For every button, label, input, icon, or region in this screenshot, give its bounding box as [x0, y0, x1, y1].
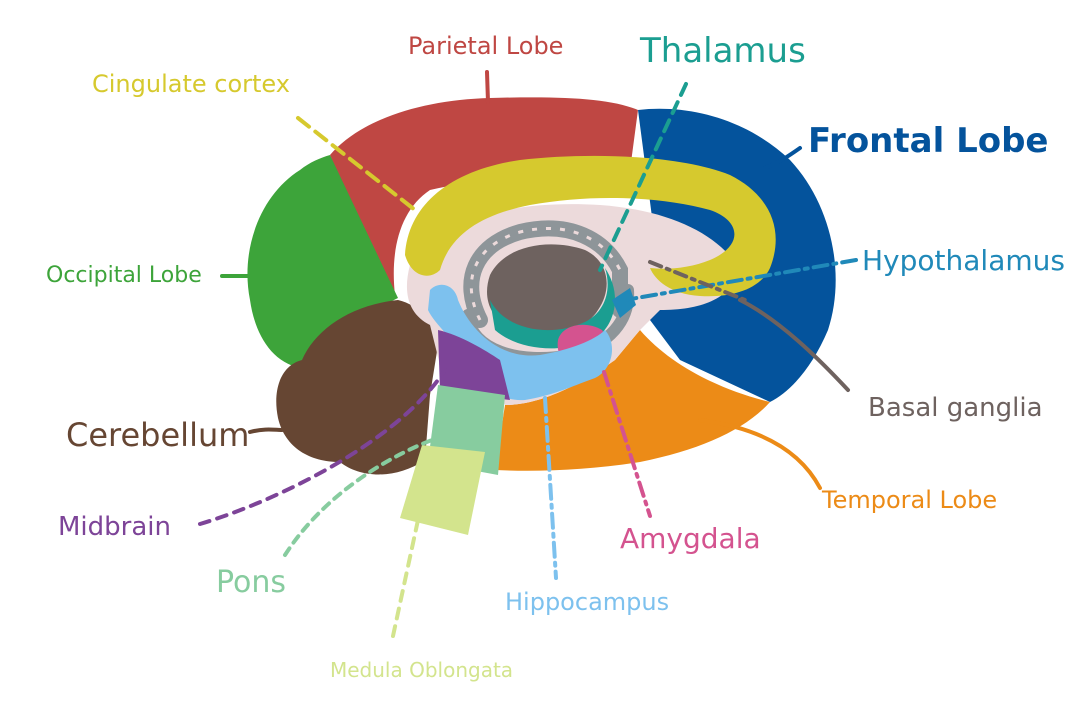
medulla-oblongata-label: Medula Oblongata	[330, 658, 513, 682]
cingulate-cortex-label: Cingulate cortex	[92, 70, 290, 98]
thalamus-label: Thalamus	[639, 31, 806, 71]
hypothalamus-label: Hypothalamus	[862, 244, 1065, 277]
thalamus-line	[598, 82, 688, 272]
hypothalamus-region	[612, 288, 636, 318]
cingulate-region	[405, 155, 776, 297]
frontal-line	[763, 146, 802, 170]
leader-lines	[198, 70, 858, 638]
cerebellum-region	[276, 300, 438, 475]
fornix-dashes	[469, 227, 622, 321]
parietal-lobe-region	[330, 97, 638, 300]
amygdala-label: Amygdala	[620, 522, 761, 555]
cerebellum-line	[248, 427, 284, 434]
hippocampus-label: Hippocampus	[505, 588, 669, 616]
midbrain-line	[198, 368, 447, 526]
temporal-lobe-label: Temporal Lobe	[821, 486, 997, 514]
medulla-line	[391, 518, 420, 638]
parietal-line	[485, 70, 490, 104]
midbrain-region	[438, 330, 510, 400]
cerebellum-label: Cerebellum	[66, 416, 249, 454]
pons-line	[283, 438, 434, 557]
basal-dash-line	[648, 260, 747, 302]
basal-ganglia-region	[487, 244, 607, 335]
brain-regions	[247, 97, 836, 535]
cingulate-line	[296, 116, 417, 212]
medulla-region	[400, 445, 485, 535]
hippocampus-line	[543, 396, 558, 580]
temporal-line	[698, 418, 822, 490]
temporal-lobe-region	[495, 330, 770, 471]
midbrain-label: Midbrain	[58, 512, 171, 542]
occipital-lobe-label: Occipital Lobe	[46, 263, 202, 288]
basal-line	[738, 298, 850, 392]
basal-ganglia-label: Basal ganglia	[868, 393, 1043, 423]
amygdala-line	[602, 370, 652, 518]
hypothalamus-line	[623, 258, 858, 302]
parietal-lobe-label: Parietal Lobe	[408, 32, 563, 60]
labels: Parietal Lobe Thalamus Cingulate cortex …	[46, 31, 1065, 682]
pons-label: Pons	[216, 565, 286, 600]
frontal-lobe-label: Frontal Lobe	[808, 121, 1049, 161]
